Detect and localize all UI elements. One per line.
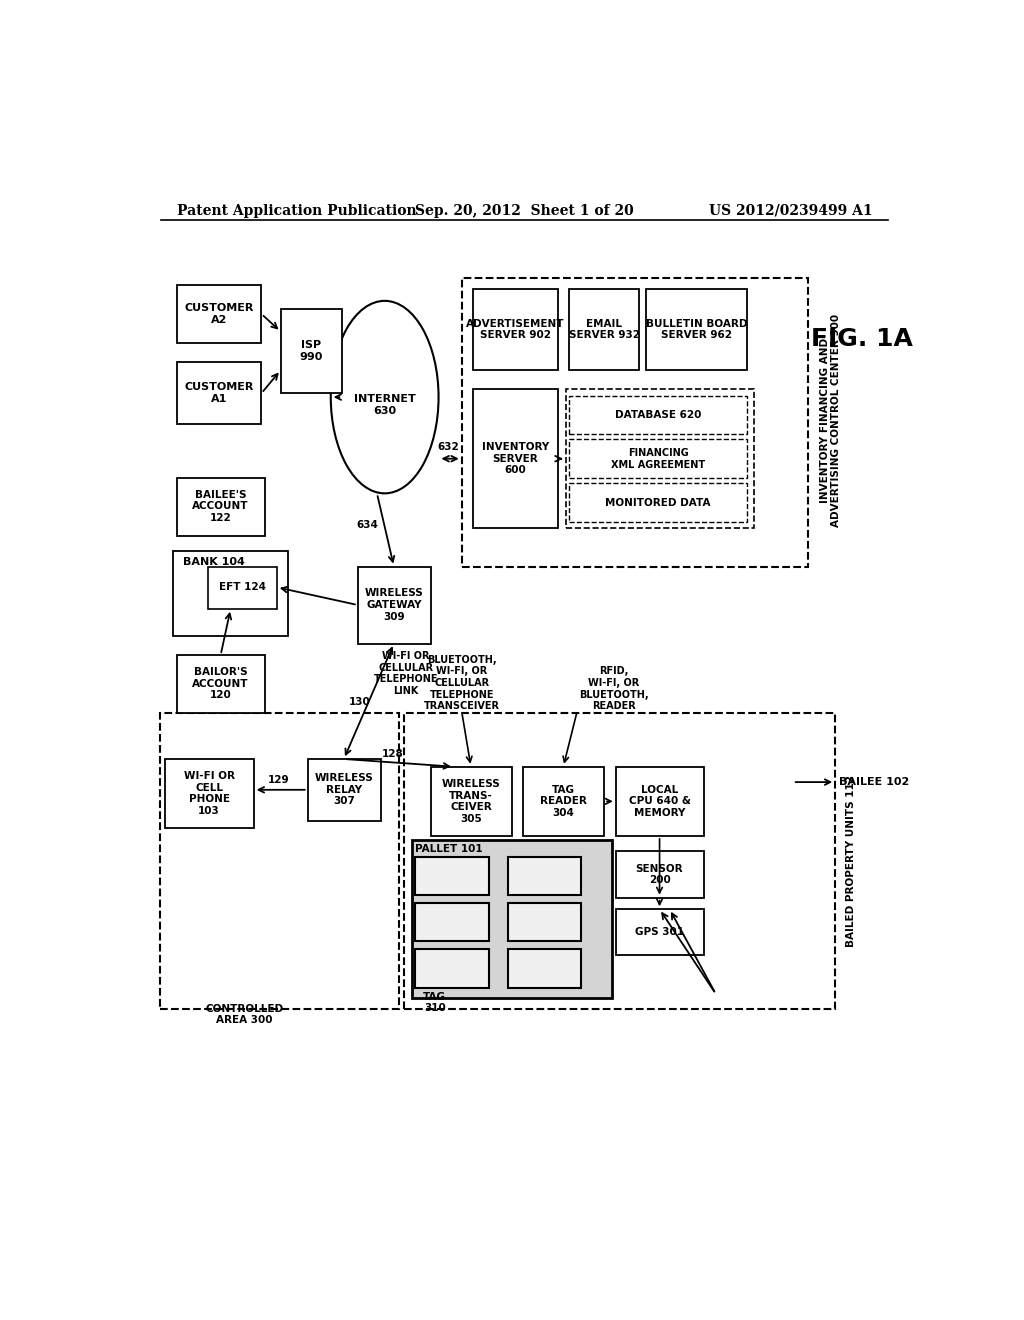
Bar [523,767,604,836]
Text: INVENTORY
SERVER
600: INVENTORY SERVER 600 [482,442,549,475]
Text: US 2012/0239499 A1: US 2012/0239499 A1 [710,203,872,218]
Bar [177,285,261,343]
Text: FINANCING
XML AGREEMENT: FINANCING XML AGREEMENT [611,447,706,470]
Bar [177,363,261,424]
Text: ADVERTISEMENT
SERVER 902: ADVERTISEMENT SERVER 902 [466,318,565,341]
Text: BULLETIN BOARD
SERVER 962: BULLETIN BOARD SERVER 962 [646,318,748,341]
Text: CUSTOMER
A1: CUSTOMER A1 [184,383,254,404]
Text: CONTROLLED
AREA 300: CONTROLLED AREA 300 [206,1003,284,1026]
Text: GPS 301: GPS 301 [635,927,684,937]
Bar [508,949,581,987]
Bar [431,767,512,836]
Bar [615,767,705,836]
Bar [412,840,611,998]
Bar [569,289,639,370]
Text: WIRELESS
TRANS-
CEIVER
305: WIRELESS TRANS- CEIVER 305 [441,779,501,824]
Bar [473,289,558,370]
Bar [508,857,581,895]
Text: 129: 129 [267,775,289,785]
Text: WI-FI OR
CELL
PHONE
103: WI-FI OR CELL PHONE 103 [183,771,234,816]
Text: FIG. 1A: FIG. 1A [811,327,913,351]
Bar [615,909,705,956]
Bar [165,759,254,829]
Text: 130: 130 [349,697,371,708]
Text: DATABASE 620: DATABASE 620 [614,409,701,420]
Text: RFID,
WI-FI, OR
BLUETOOTH,
READER: RFID, WI-FI, OR BLUETOOTH, READER [580,667,649,711]
Bar [416,903,488,941]
Bar [473,389,558,528]
Text: 634: 634 [356,520,379,529]
Bar [160,713,398,1010]
Text: TAG
READER
304: TAG READER 304 [540,785,587,818]
Text: WIRELESS
GATEWAY
309: WIRELESS GATEWAY 309 [365,589,423,622]
Text: 632: 632 [437,442,460,453]
Bar [357,566,431,644]
Bar [403,713,836,1010]
Text: MONITORED DATA: MONITORED DATA [605,498,711,508]
Bar [307,759,381,821]
Text: BAILED PROPERTY UNITS 112: BAILED PROPERTY UNITS 112 [846,775,855,946]
Text: 128: 128 [382,748,403,759]
Text: BAILEE'S
ACCOUNT
122: BAILEE'S ACCOUNT 122 [193,490,249,523]
Bar [508,903,581,941]
Text: TAG
310: TAG 310 [423,991,446,1014]
Text: PALLET 101: PALLET 101 [416,843,483,854]
Text: BAILEE 102: BAILEE 102 [839,777,909,787]
Bar [569,396,746,434]
Text: LOCAL
CPU 640 &
MEMORY: LOCAL CPU 640 & MEMORY [629,785,690,818]
Text: EMAIL
SERVER 932: EMAIL SERVER 932 [568,318,640,341]
Text: WI-FI OR
CELLULAR
TELEPHONE
LINK: WI-FI OR CELLULAR TELEPHONE LINK [374,651,438,696]
Text: CUSTOMER
A2: CUSTOMER A2 [184,304,254,325]
Text: Patent Application Publication: Patent Application Publication [177,203,417,218]
Bar [416,949,488,987]
Bar [462,277,808,566]
Text: ISP
990: ISP 990 [300,341,324,362]
Text: INTERNET
630: INTERNET 630 [353,393,416,416]
Bar [569,483,746,521]
Text: INVENTORY FINANCING AND
ADVERTISING CONTROL CENTER 900: INVENTORY FINANCING AND ADVERTISING CONT… [819,314,842,527]
Text: BAILOR'S
ACCOUNT
120: BAILOR'S ACCOUNT 120 [193,667,249,700]
Bar [177,655,265,713]
Bar [173,552,289,636]
Bar [569,440,746,478]
Bar [416,857,488,895]
Bar [281,309,342,393]
Ellipse shape [331,301,438,494]
Bar [646,289,746,370]
Text: Sep. 20, 2012  Sheet 1 of 20: Sep. 20, 2012 Sheet 1 of 20 [416,203,634,218]
Text: WIRELESS
RELAY
307: WIRELESS RELAY 307 [314,774,373,807]
Text: BANK 104: BANK 104 [183,557,245,568]
Bar [177,478,265,536]
Text: SENSOR
200: SENSOR 200 [636,863,683,886]
Text: BLUETOOTH,
WI-FI, OR
CELLULAR
TELEPHONE
TRANSCEIVER: BLUETOOTH, WI-FI, OR CELLULAR TELEPHONE … [424,655,500,711]
Bar [615,851,705,898]
Bar [208,566,276,609]
Text: EFT 124: EFT 124 [219,582,265,593]
Bar [565,389,755,528]
